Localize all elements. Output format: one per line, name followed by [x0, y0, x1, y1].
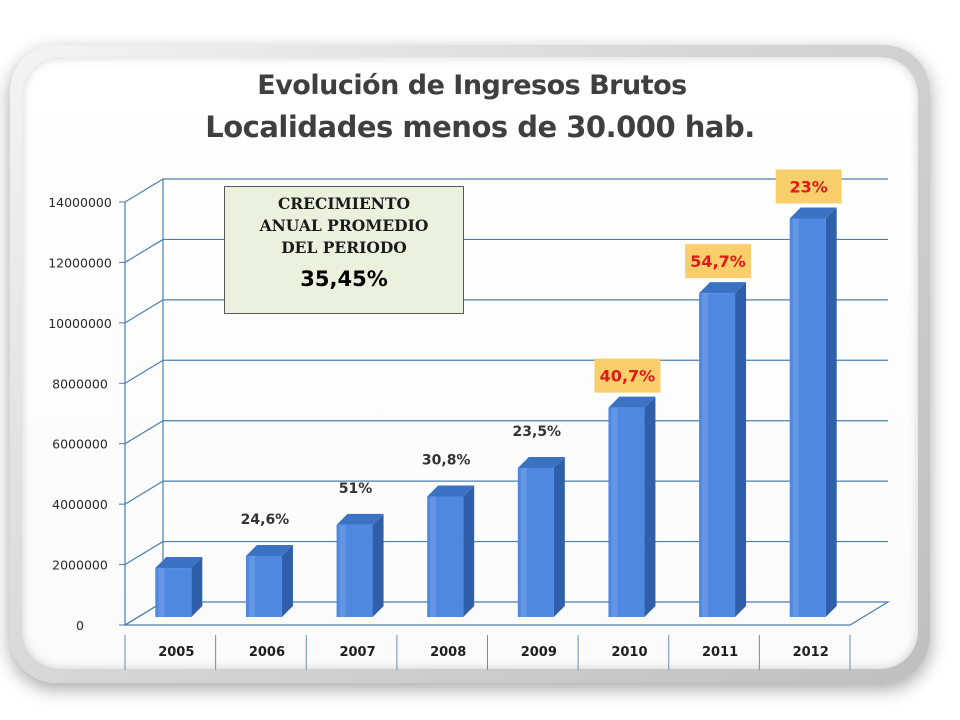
growth-box-value: 35,45% [300, 267, 388, 291]
x-tick-label-2009: 2009 [521, 645, 557, 660]
bar-top [789, 207, 837, 219]
annual-growth-box: CRECIMIENTO ANUAL PROMEDIO DEL PERIODO 3… [224, 186, 464, 314]
bar-side [463, 485, 475, 617]
bar-side [735, 282, 747, 617]
gridline-side [124, 299, 164, 324]
bar-top [517, 457, 565, 469]
bar-front [245, 555, 282, 617]
annotation-badge-2012 [775, 169, 842, 204]
growth-box-title-line-2: ANUAL PROMEDIO [259, 216, 429, 235]
annotation-label-2008: 30,8% [422, 452, 471, 468]
y-tick-label: 8000000 [52, 376, 108, 391]
bar-highlight [611, 407, 618, 617]
gridline-side [124, 480, 164, 505]
gridline-side [124, 178, 164, 203]
bar-top [699, 282, 747, 294]
bar-highlight [520, 468, 527, 617]
x-axis-labels: 2005 2006 2007 2008 2009 2010 2011 2012 [124, 635, 851, 670]
bar-2008 [427, 485, 475, 617]
y-tick-label: 0 [76, 618, 84, 633]
y-tick-label: 6000000 [52, 437, 108, 452]
annotation-label-2011: 54,7% [690, 252, 746, 271]
bar-front [427, 496, 464, 617]
bar-2010 [608, 396, 656, 617]
floor [122, 601, 891, 626]
annotation-label-2009: 23,5% [513, 424, 562, 440]
bar-side [644, 396, 656, 617]
growth-box-title-line-3: DEL PERIODO [281, 238, 407, 257]
bar-highlight [430, 496, 437, 617]
annotation-label-2006: 24,6% [241, 512, 290, 528]
annotation-label-2010: 40,7% [600, 367, 656, 386]
y-tick-label: 14000000 [48, 195, 112, 210]
bar-front [608, 407, 645, 617]
bar-front [155, 568, 192, 617]
y-tick-label: 4000000 [52, 497, 108, 512]
annotation-label-2012: 23% [790, 177, 828, 196]
bar-front [789, 218, 826, 617]
bar-front [517, 468, 554, 617]
x-tick-label-2011: 2011 [702, 645, 738, 660]
bar-side [191, 557, 203, 617]
bar-front [699, 293, 736, 617]
x-tick-label-2008: 2008 [430, 645, 466, 660]
x-tick-label-2012: 2012 [793, 645, 829, 660]
bar-top [155, 557, 203, 569]
annotation-badge-2011 [685, 244, 752, 279]
bar-2005 [155, 557, 203, 617]
bar-side [281, 544, 293, 617]
bar-2012 [789, 207, 837, 617]
annotation-layer: 24,6% 51% 30,8% 23,5% 40,7% 54,7% 23% [241, 169, 842, 528]
bar-highlight [792, 218, 799, 617]
bar-2009 [517, 457, 565, 617]
gridline-side [124, 541, 164, 566]
gridline-side [124, 420, 164, 445]
gridline-side [124, 238, 164, 263]
annotation-badge-2010 [594, 358, 661, 393]
x-tick-label-2006: 2006 [249, 645, 285, 660]
y-tick-label: 12000000 [48, 255, 112, 270]
y-tick-label: 2000000 [52, 558, 108, 573]
bar-top [427, 485, 475, 497]
bar-highlight [339, 524, 346, 617]
bar-side [372, 513, 384, 617]
chart-title-line-1: Evolución de Ingresos Brutos [257, 70, 687, 101]
x-tick-label-2010: 2010 [611, 645, 647, 660]
bar-front [336, 524, 373, 617]
annotation-label-2007: 51% [339, 481, 373, 497]
bar-side [825, 207, 837, 617]
bar-top [608, 396, 656, 408]
bar-2011 [699, 282, 747, 617]
bar-2007 [336, 513, 384, 617]
chart-title-line-2: Localidades menos de 30.000 hab. [205, 110, 755, 144]
bar-highlight [702, 293, 709, 617]
bar-highlight [248, 555, 255, 617]
x-tick-label-2005: 2005 [158, 645, 194, 660]
bar-highlight [158, 568, 165, 617]
y-axis-ticks: 0 2000000 4000000 6000000 8000000 10000000 120… [48, 195, 112, 633]
bar-2006 [245, 544, 293, 617]
bar-top [245, 544, 293, 556]
bar-side [553, 457, 565, 617]
x-tick-label-2007: 2007 [339, 645, 375, 660]
gridline-side [124, 359, 164, 384]
growth-box-title-line-1: CRECIMIENTO [277, 194, 411, 213]
bar-layer [155, 207, 837, 617]
bar-top [336, 513, 384, 525]
y-tick-label: 10000000 [48, 316, 112, 331]
